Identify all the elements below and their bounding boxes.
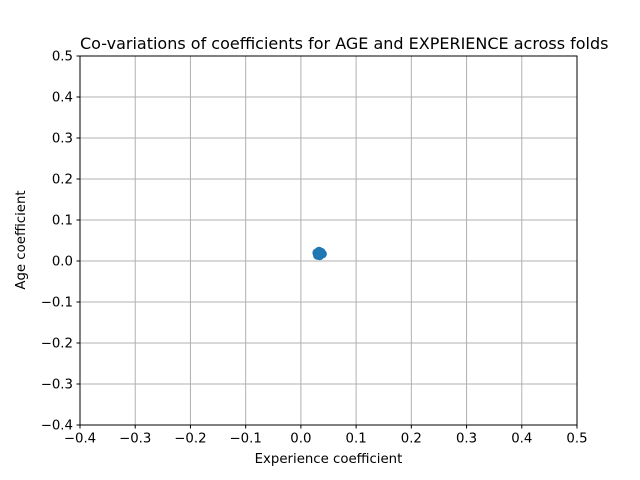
y-axis-label: Age coefficient	[14, 190, 29, 290]
y-tick-label: 0.0	[52, 255, 73, 270]
x-tick-label: −0.3	[119, 432, 151, 447]
tick-marks	[76, 55, 578, 429]
y-tick-label: 0.4	[52, 91, 73, 106]
x-axis-label: Experience coefficient	[254, 452, 403, 467]
y-tick-label: −0.4	[41, 419, 73, 434]
x-tick-label: 0.3	[456, 432, 477, 447]
chart-title: Co-variations of coefficients for AGE an…	[80, 34, 609, 53]
x-tick-label: 0.4	[511, 432, 532, 447]
y-tick-label: 0.1	[52, 214, 73, 229]
axes-frame	[79, 55, 578, 426]
x-tick-label: −0.2	[174, 432, 206, 447]
grid-lines	[79, 55, 578, 426]
tick-labels: −0.4 −0.3 −0.2 −0.1 0.0 0.1 0.2 0.3 0.4 0.5 −0.4 −0…	[41, 50, 588, 447]
scatter-point	[314, 249, 324, 259]
y-tick-label: 0.3	[52, 132, 73, 147]
y-tick-label: 0.2	[52, 173, 73, 188]
y-tick-label: −0.2	[41, 337, 73, 352]
x-tick-label: 0.2	[401, 432, 422, 447]
x-tick-label: 0.5	[566, 432, 587, 447]
scatter-series	[312, 246, 327, 261]
x-tick-label: −0.4	[64, 432, 96, 447]
x-tick-label: −0.1	[230, 432, 262, 447]
y-tick-label: 0.5	[52, 50, 73, 65]
x-tick-label: 0.1	[346, 432, 367, 447]
y-tick-label: −0.3	[41, 378, 73, 393]
y-tick-label: −0.1	[41, 296, 73, 311]
x-tick-label: 0.0	[290, 432, 311, 447]
